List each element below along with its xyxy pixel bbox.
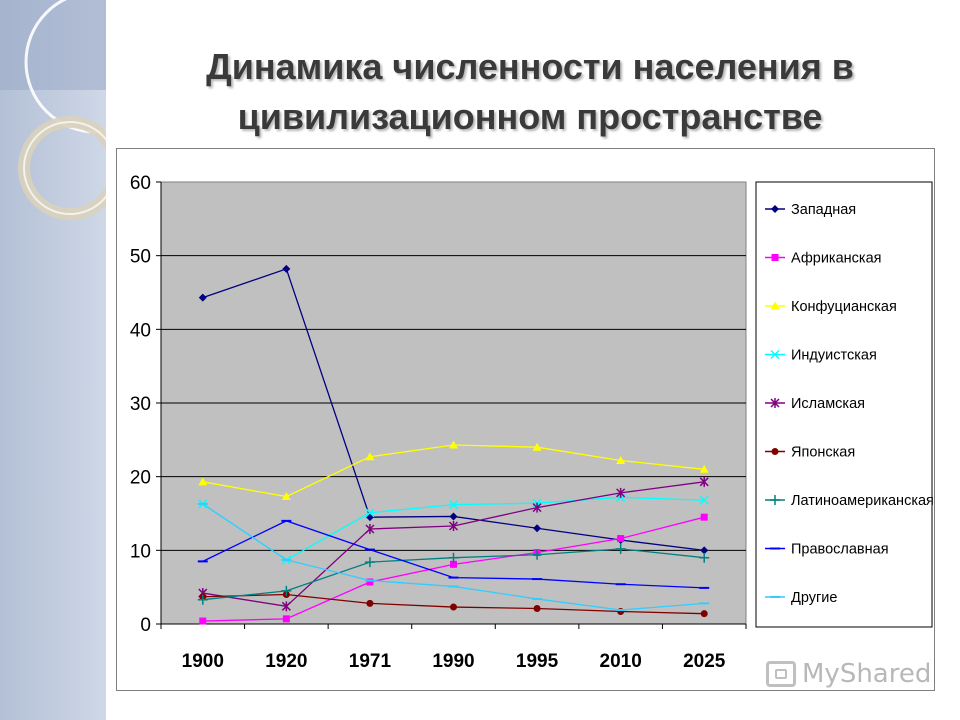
legend-item: Конфуцианская — [765, 299, 897, 315]
data-point — [366, 578, 374, 586]
data-point — [198, 293, 207, 302]
legend-item: Латиноамериканская — [765, 493, 934, 509]
legend-marker — [770, 398, 780, 408]
legend-label: Западная — [791, 202, 856, 218]
x-tick-label: 1920 — [265, 651, 307, 672]
legend-label: Православная — [791, 542, 889, 558]
data-point — [616, 487, 626, 498]
data-point — [532, 502, 542, 513]
line-chart: 0 10 20 30 40 50 60 1900 1920 1971 1990 1995 2010 202… — [130, 173, 934, 672]
data-point — [199, 617, 207, 625]
legend-label: Японская — [791, 445, 855, 461]
x-tick-label: 1995 — [516, 651, 559, 672]
data-point — [617, 535, 625, 543]
data-point — [532, 549, 543, 560]
data-point — [448, 552, 459, 563]
legend-marker — [770, 301, 780, 310]
data-point — [281, 601, 291, 612]
data-point — [533, 524, 542, 533]
chart-frame: 0 10 20 30 40 50 60 1900 1920 1971 1990 1995 2010 202… — [116, 148, 935, 691]
data-point — [282, 264, 291, 273]
series-5 — [198, 476, 709, 612]
legend-item: Западная — [765, 202, 856, 218]
data-point — [281, 585, 292, 596]
data-point — [699, 464, 709, 473]
legend-marker — [771, 205, 779, 213]
data-point — [449, 512, 458, 521]
legend-box — [755, 181, 933, 628]
data-point — [700, 546, 709, 555]
data-point — [448, 521, 459, 532]
data-point — [616, 455, 626, 464]
data-point — [365, 523, 375, 534]
data-point — [365, 452, 375, 461]
legend-marker — [771, 448, 779, 455]
legend-label: Индуистская — [791, 348, 877, 364]
data-point — [448, 500, 459, 510]
y-tick-label: 10 — [130, 541, 151, 562]
legend-item: Исламская — [765, 396, 865, 412]
y-tick-label: 20 — [130, 468, 151, 489]
y-tick-label: 30 — [130, 394, 151, 415]
legend-item: Индуистская — [765, 348, 877, 364]
x-tick-label: 1971 — [349, 651, 392, 672]
page-title-line-1: Динамика численности населения в — [206, 46, 854, 87]
legend-item: Православная — [765, 542, 889, 558]
data-point — [366, 599, 374, 607]
x-tick-label: 2010 — [600, 651, 642, 672]
data-point — [281, 492, 291, 501]
data-point — [700, 610, 708, 618]
legend-label: Латиноамериканская — [791, 493, 934, 509]
y-tick-label: 40 — [130, 320, 151, 341]
legend-marker — [770, 495, 780, 505]
data-point — [364, 557, 375, 568]
series-8 — [197, 519, 710, 589]
data-point — [450, 560, 457, 568]
data-point — [699, 476, 709, 487]
data-point — [532, 442, 542, 451]
decorative-side-band — [0, 0, 106, 720]
data-point — [449, 440, 458, 449]
y-tick-label: 0 — [140, 615, 151, 636]
decorative-rings — [0, 0, 106, 220]
series-7 — [197, 543, 710, 605]
x-tick-label: 2025 — [683, 651, 726, 672]
data-point — [615, 543, 626, 554]
data-point — [699, 495, 709, 505]
data-point — [450, 603, 457, 611]
watermark: MyShared — [766, 654, 931, 694]
legend-marker — [771, 254, 779, 261]
legend-item: Африканская — [765, 251, 882, 267]
legend-label: Африканская — [791, 251, 882, 267]
data-point — [198, 477, 208, 486]
x-tick-label: 1990 — [432, 651, 474, 672]
series-9 — [197, 502, 710, 612]
x-tick-label: 1900 — [182, 651, 224, 672]
myshared-logo-icon — [766, 661, 796, 687]
data-point — [699, 552, 710, 563]
data-point — [365, 508, 375, 518]
legend-item: Другие — [765, 590, 837, 606]
legend-marker — [770, 349, 780, 360]
page-title: Динамика численности населения в цивилиз… — [130, 42, 930, 142]
y-tick-label: 60 — [130, 173, 151, 194]
legend-item: Японская — [765, 445, 855, 461]
data-point — [700, 513, 708, 521]
legend-label: Конфуцианская — [791, 299, 897, 315]
y-tick-label: 50 — [130, 247, 151, 268]
legend-label: Исламская — [791, 396, 865, 412]
series-3 — [198, 440, 709, 501]
page-title-line-2: цивилизационном пространстве — [237, 96, 823, 137]
legend-label: Другие — [791, 590, 837, 606]
watermark-text: MyShared — [802, 659, 932, 689]
data-point — [533, 605, 541, 613]
data-point — [197, 594, 208, 605]
data-point — [282, 615, 290, 623]
